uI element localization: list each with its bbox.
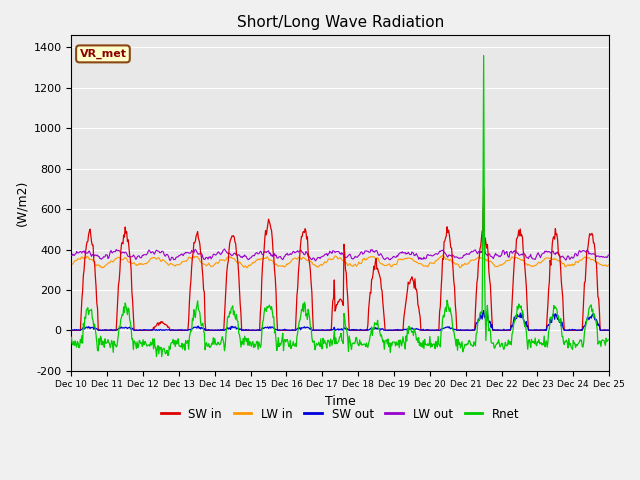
- Rnet: [422, 342, 429, 348]
- LW in: [406, 255, 413, 261]
- SW out: [480, 308, 488, 313]
- LW in: [188, 256, 195, 262]
- LW out: [132, 256, 140, 262]
- Line: LW in: LW in: [72, 255, 609, 268]
- LW out: [480, 196, 488, 202]
- SW out: [68, 327, 76, 333]
- LW in: [216, 257, 224, 263]
- SW out: [188, 326, 195, 332]
- Legend: SW in, LW in, SW out, LW out, Rnet: SW in, LW in, SW out, LW out, Rnet: [157, 403, 524, 425]
- SW out: [406, 326, 413, 332]
- SW out: [422, 327, 429, 333]
- SW out: [152, 327, 159, 333]
- SW in: [187, 278, 195, 284]
- Line: SW out: SW out: [72, 311, 609, 330]
- Rnet: [406, 324, 413, 330]
- Line: SW in: SW in: [72, 189, 609, 330]
- LW in: [439, 252, 447, 258]
- LW out: [312, 258, 319, 264]
- LW in: [605, 262, 612, 268]
- SW in: [216, 327, 223, 333]
- Y-axis label: (W/m2): (W/m2): [15, 180, 28, 226]
- SW out: [132, 327, 140, 333]
- LW out: [605, 252, 612, 258]
- Rnet: [605, 337, 612, 343]
- Title: Short/Long Wave Radiation: Short/Long Wave Radiation: [237, 15, 444, 30]
- LW out: [406, 252, 413, 257]
- SW out: [605, 327, 612, 333]
- Rnet: [153, 354, 161, 360]
- LW out: [216, 250, 223, 256]
- Rnet: [68, 335, 76, 340]
- LW out: [77, 249, 85, 255]
- SW in: [605, 327, 612, 333]
- LW in: [68, 262, 76, 267]
- SW out: [216, 327, 224, 333]
- SW in: [405, 281, 413, 287]
- LW in: [77, 254, 85, 260]
- LW out: [422, 256, 429, 262]
- Rnet: [216, 342, 224, 348]
- SW in: [132, 327, 140, 333]
- SW in: [77, 312, 85, 318]
- LW out: [187, 250, 195, 256]
- LW in: [98, 265, 106, 271]
- SW out: [77, 327, 85, 333]
- LW in: [133, 262, 141, 267]
- Rnet: [480, 53, 488, 59]
- Rnet: [77, 340, 85, 346]
- LW in: [422, 263, 429, 268]
- Text: VR_met: VR_met: [79, 49, 127, 59]
- SW in: [68, 327, 76, 333]
- Line: Rnet: Rnet: [72, 56, 609, 357]
- SW in: [480, 186, 488, 192]
- X-axis label: Time: Time: [325, 395, 356, 408]
- Rnet: [188, 328, 195, 334]
- Line: LW out: LW out: [72, 199, 609, 261]
- LW out: [68, 252, 76, 258]
- Rnet: [132, 346, 140, 351]
- SW in: [421, 327, 429, 333]
